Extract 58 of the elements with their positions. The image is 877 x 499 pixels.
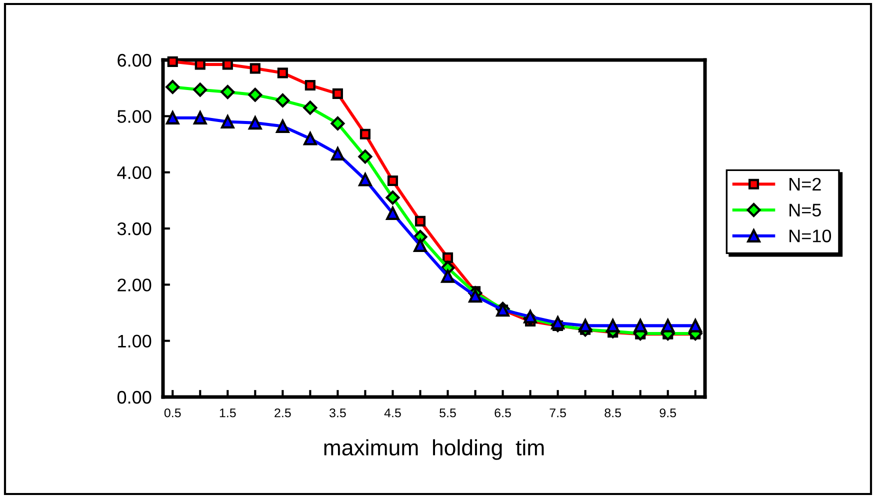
point xyxy=(167,56,178,67)
y-tick-label: 2.00 xyxy=(118,278,152,292)
point xyxy=(248,116,262,130)
point xyxy=(330,116,345,130)
point xyxy=(304,132,317,146)
point xyxy=(166,80,180,94)
x-axis-title: maximum holding tim xyxy=(324,439,544,460)
point xyxy=(250,63,260,74)
point xyxy=(303,100,318,115)
point xyxy=(332,88,343,99)
x-tick-label: 0.5 xyxy=(164,408,181,418)
point xyxy=(442,252,454,263)
point xyxy=(358,172,372,186)
legend-label: N=5 xyxy=(790,204,821,216)
x-tick-label: 5.5 xyxy=(440,408,456,418)
point xyxy=(414,216,426,226)
x-tick-label: 7.5 xyxy=(550,408,566,418)
legend-label: N=2 xyxy=(790,178,821,190)
y-tick-label: 1.00 xyxy=(118,334,152,348)
x-tick-label: 1.5 xyxy=(220,408,236,418)
point xyxy=(193,82,208,97)
point xyxy=(606,319,620,332)
point xyxy=(358,150,372,164)
point xyxy=(524,310,537,324)
point xyxy=(220,85,235,100)
x-tick-label: 4.5 xyxy=(384,408,401,418)
point xyxy=(661,319,675,332)
point xyxy=(441,270,454,283)
point xyxy=(468,289,482,303)
y-tick-label: 5.00 xyxy=(117,110,152,123)
point xyxy=(193,111,207,125)
x-tick-label: 3.5 xyxy=(329,408,346,418)
point xyxy=(248,88,262,102)
y-tick-label: 4.00 xyxy=(117,166,152,180)
y-tick-label: 0.00 xyxy=(117,390,152,404)
point xyxy=(220,115,234,128)
x-tick-label: 6.5 xyxy=(494,408,511,418)
point xyxy=(387,175,398,186)
y-tick-label: 6.00 xyxy=(118,54,152,67)
point xyxy=(331,147,344,160)
point xyxy=(276,120,290,133)
point xyxy=(551,316,564,330)
point xyxy=(386,190,400,205)
legend-label: N=10 xyxy=(790,230,832,242)
point xyxy=(166,111,180,125)
y-tick-label: 3.00 xyxy=(117,222,152,236)
point xyxy=(277,68,288,78)
point xyxy=(634,319,648,332)
point xyxy=(276,93,290,108)
point xyxy=(414,238,427,252)
point xyxy=(386,206,400,220)
point xyxy=(578,319,592,332)
x-tick-label: 2.5 xyxy=(274,408,291,418)
x-tick-label: 8.5 xyxy=(604,408,621,418)
point xyxy=(688,319,702,332)
point xyxy=(304,80,316,91)
x-tick-label: 9.5 xyxy=(660,408,676,418)
point xyxy=(360,128,370,140)
